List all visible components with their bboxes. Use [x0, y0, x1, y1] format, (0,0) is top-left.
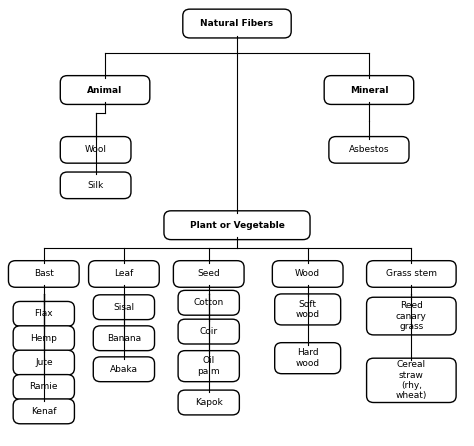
FancyBboxPatch shape — [366, 260, 456, 287]
FancyBboxPatch shape — [324, 76, 414, 104]
FancyBboxPatch shape — [366, 297, 456, 335]
Text: Leaf: Leaf — [114, 269, 134, 278]
FancyBboxPatch shape — [178, 390, 239, 415]
FancyBboxPatch shape — [178, 319, 239, 344]
FancyBboxPatch shape — [178, 290, 239, 315]
Text: Cotton: Cotton — [193, 298, 224, 307]
Text: Wood: Wood — [295, 269, 320, 278]
Text: Reed
canary
grass: Reed canary grass — [396, 301, 427, 331]
FancyBboxPatch shape — [275, 294, 341, 325]
FancyBboxPatch shape — [60, 76, 150, 104]
FancyBboxPatch shape — [89, 260, 159, 287]
FancyBboxPatch shape — [13, 301, 74, 326]
Text: Oil
palm: Oil palm — [197, 356, 220, 376]
FancyBboxPatch shape — [13, 350, 74, 375]
Text: Hard
wood: Hard wood — [296, 348, 320, 368]
FancyBboxPatch shape — [13, 375, 74, 400]
Text: Seed: Seed — [197, 269, 220, 278]
FancyBboxPatch shape — [178, 351, 239, 382]
Text: Soft
wood: Soft wood — [296, 300, 320, 319]
FancyBboxPatch shape — [60, 136, 131, 163]
FancyBboxPatch shape — [93, 295, 155, 320]
FancyBboxPatch shape — [329, 136, 409, 163]
Text: Jute: Jute — [35, 358, 53, 367]
Text: Kapok: Kapok — [195, 398, 223, 407]
FancyBboxPatch shape — [275, 343, 341, 374]
Text: Coir: Coir — [200, 327, 218, 336]
Text: Flax: Flax — [35, 310, 53, 318]
Text: Abaka: Abaka — [110, 365, 138, 374]
Text: Asbestos: Asbestos — [349, 145, 389, 154]
FancyBboxPatch shape — [60, 172, 131, 198]
Text: Kenaf: Kenaf — [31, 407, 56, 416]
Text: Hemp: Hemp — [30, 334, 57, 343]
FancyBboxPatch shape — [13, 326, 74, 351]
Text: Bast: Bast — [34, 269, 54, 278]
Text: Animal: Animal — [87, 86, 123, 95]
Text: Wool: Wool — [85, 145, 107, 154]
FancyBboxPatch shape — [273, 260, 343, 287]
FancyBboxPatch shape — [366, 358, 456, 402]
Text: Cereal
straw
(rhy,
wheat): Cereal straw (rhy, wheat) — [396, 360, 427, 401]
FancyBboxPatch shape — [183, 9, 291, 38]
FancyBboxPatch shape — [93, 326, 155, 351]
FancyBboxPatch shape — [93, 357, 155, 382]
FancyBboxPatch shape — [13, 399, 74, 424]
Text: Mineral: Mineral — [350, 86, 388, 95]
Text: Ramie: Ramie — [29, 383, 58, 392]
Text: Sisal: Sisal — [113, 303, 135, 312]
FancyBboxPatch shape — [173, 260, 244, 287]
Text: Plant or Vegetable: Plant or Vegetable — [190, 221, 284, 230]
Text: Banana: Banana — [107, 334, 141, 343]
Text: Natural Fibers: Natural Fibers — [201, 19, 273, 28]
FancyBboxPatch shape — [164, 211, 310, 240]
FancyBboxPatch shape — [9, 260, 79, 287]
Text: Silk: Silk — [88, 181, 104, 190]
Text: Grass stem: Grass stem — [386, 269, 437, 278]
